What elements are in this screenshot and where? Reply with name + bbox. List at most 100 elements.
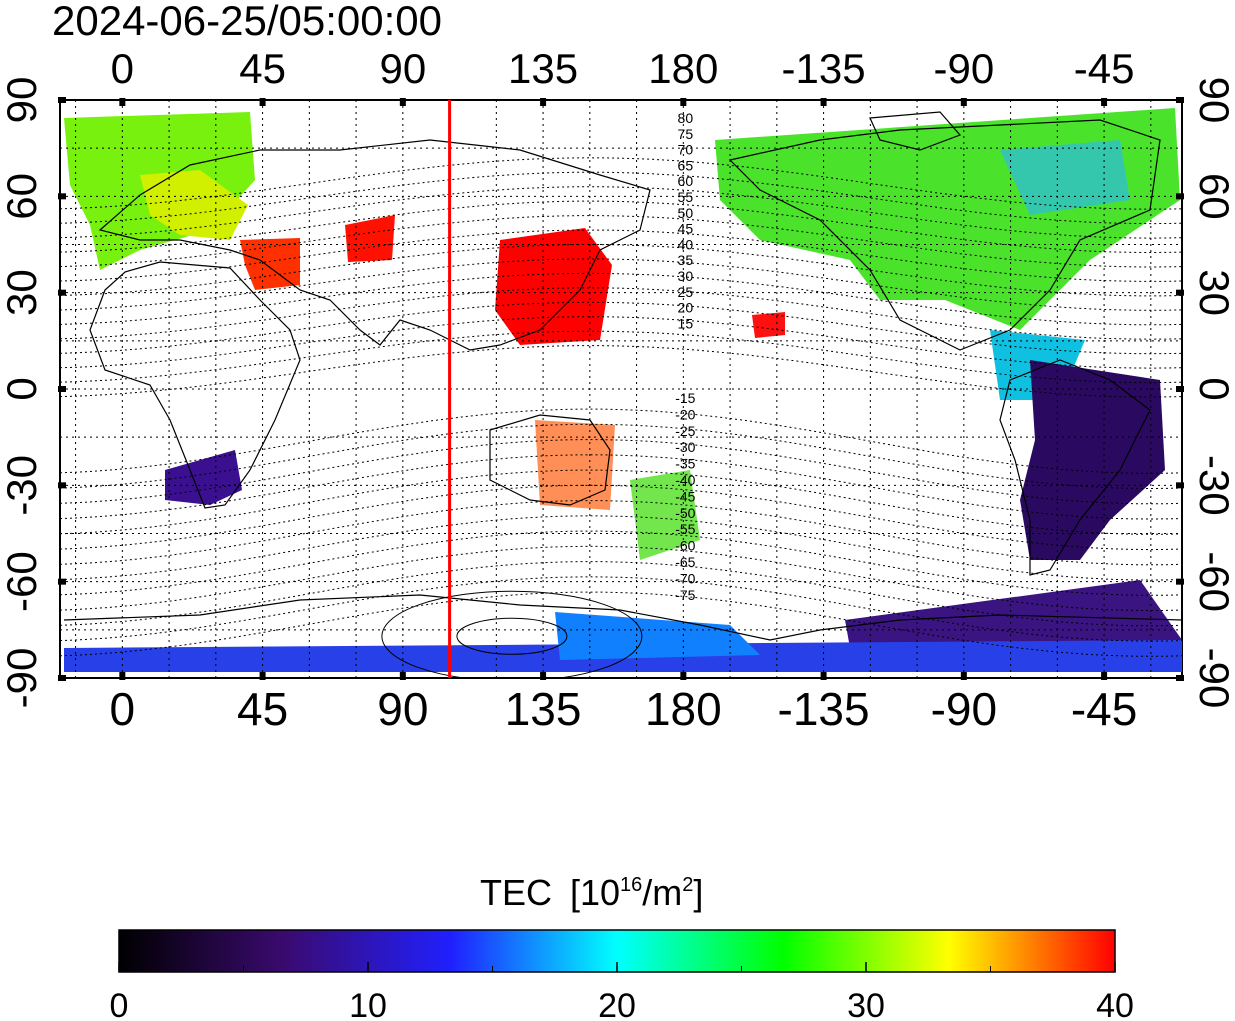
lat-label-right: 60 xyxy=(1191,173,1235,220)
map-timestamp: 2024-06-25/05:00:00 xyxy=(52,0,442,44)
dip-pole-ring-inner xyxy=(456,617,568,655)
dip-contour-south xyxy=(60,515,1182,581)
colorbar-tick-label: 0 xyxy=(110,987,129,1021)
dip-contour-south xyxy=(60,408,1182,474)
dip-contour-north xyxy=(60,316,1182,369)
lon-label-bottom: -135 xyxy=(778,683,870,735)
dip-label-north: 60 xyxy=(678,173,694,189)
tec-patch-australia xyxy=(535,420,615,510)
dip-label-north: 30 xyxy=(678,268,694,284)
dip-label-south: -70 xyxy=(675,570,695,586)
dip-label-north: 50 xyxy=(678,205,694,221)
dip-label-north: 40 xyxy=(678,236,694,252)
dip-label-south: -15 xyxy=(675,390,695,406)
dip-label-north: 45 xyxy=(678,221,694,237)
tec-patch-antarctic-pacific xyxy=(555,612,760,660)
lon-label-top: 0 xyxy=(111,45,134,92)
dip-label-south: -60 xyxy=(675,538,695,554)
colorbar-ticks: 0 10 20 30 40 xyxy=(110,962,1134,1021)
dip-contour-north xyxy=(60,345,1182,398)
dip-contour-south xyxy=(60,561,1182,627)
dip-label-north: 25 xyxy=(678,284,694,300)
tec-patch-pacific-spot xyxy=(752,312,785,338)
coast-south-america xyxy=(999,359,1151,576)
dip-contour-north xyxy=(60,330,1182,384)
dip-label-north: 15 xyxy=(678,315,694,331)
tec-patch-antarctic-west xyxy=(845,580,1182,648)
lat-label-left: -90 xyxy=(0,648,45,709)
lon-label-bottom: 45 xyxy=(237,683,288,735)
lat-label-right: 0 xyxy=(1191,377,1235,400)
dip-contour-south xyxy=(60,591,1182,657)
dip-contour-south xyxy=(60,469,1182,535)
tec-patch-central-asia xyxy=(345,215,395,262)
dip-contour-north xyxy=(60,229,1182,282)
tec-patch-europe-warm xyxy=(140,170,248,240)
dip-label-south: -55 xyxy=(675,521,695,537)
tec-patch-nz xyxy=(630,470,700,560)
lon-label-bottom: 180 xyxy=(645,683,722,735)
dip-contour-south xyxy=(60,530,1182,596)
dip-label-north: 80 xyxy=(678,110,694,126)
dip-contour-north xyxy=(60,157,1182,210)
lat-label-right: 30 xyxy=(1191,269,1235,316)
dip-label-south: -40 xyxy=(675,472,695,488)
coast-africa xyxy=(89,261,301,509)
dip-contour-north xyxy=(60,171,1182,225)
dip-contour-north xyxy=(60,243,1182,297)
dip-contour-south xyxy=(60,454,1182,520)
latitude-labels-left: 90 60 30 0 -30 -60 -90 xyxy=(0,77,45,709)
lon-label-top: 135 xyxy=(508,45,578,92)
lat-label-left: 60 xyxy=(0,173,45,220)
dip-label-north: 35 xyxy=(678,252,694,268)
tec-patch-southern-africa xyxy=(165,450,242,505)
longitude-labels-bottom: 0 45 90 135 180 -135 -90 -45 xyxy=(110,683,1138,735)
dip-label-north: 55 xyxy=(678,189,694,205)
dip-label-south: -50 xyxy=(675,505,695,521)
lat-label-left: -60 xyxy=(0,551,45,612)
dip-contour-south xyxy=(60,423,1182,490)
colorbar-title: TEC [1016/m2] xyxy=(480,872,703,913)
dip-label-south: -75 xyxy=(675,587,695,603)
dip-contour-north xyxy=(60,215,1182,268)
dip-label-south: -20 xyxy=(675,406,695,422)
coast-australia xyxy=(489,414,611,506)
dip-label-north: 75 xyxy=(678,126,694,142)
tec-patch-middle-east xyxy=(240,238,300,290)
dip-contour-south xyxy=(60,484,1182,551)
axis-ticks xyxy=(58,97,1184,681)
longitude-labels-top: 0 45 90 135 180 -135 -90 -45 xyxy=(111,45,1135,92)
lat-label-left: 0 xyxy=(0,377,45,400)
dip-contour-south xyxy=(60,500,1182,566)
lon-label-top: 90 xyxy=(379,45,426,92)
dip-label-south: -45 xyxy=(675,488,695,504)
lat-label-left: 30 xyxy=(0,269,45,316)
dip-contour-north xyxy=(60,287,1182,340)
lat-label-left: -30 xyxy=(0,455,45,516)
coast-antarctica xyxy=(63,594,1182,641)
lat-label-right: -30 xyxy=(1191,455,1235,516)
latitude-labels-right: 90 60 30 0 -30 -60 -90 xyxy=(1191,77,1235,709)
lon-label-top: 180 xyxy=(648,45,718,92)
dip-label-north: 70 xyxy=(678,142,694,158)
dip-label-south: -30 xyxy=(675,439,695,455)
dip-contour-north xyxy=(60,186,1182,239)
dip-contour-south xyxy=(60,439,1182,505)
coast-eurasia xyxy=(98,139,651,351)
dip-contour-north xyxy=(60,258,1182,311)
lon-label-bottom: -45 xyxy=(1071,683,1137,735)
colorbar-tick-label: 10 xyxy=(349,987,387,1021)
lon-label-top: -90 xyxy=(933,45,994,92)
lon-label-bottom: 135 xyxy=(505,683,582,735)
magnetic-dip-contours xyxy=(60,157,1182,678)
colorbar-tick-label: 20 xyxy=(598,987,636,1021)
lon-label-bottom: 90 xyxy=(377,683,428,735)
lon-label-top: -135 xyxy=(782,45,866,92)
coast-north-america xyxy=(728,119,1161,351)
dip-contour-north xyxy=(60,200,1182,254)
colorbar-tick-label: 30 xyxy=(847,987,885,1021)
lat-label-right: -90 xyxy=(1191,648,1235,709)
